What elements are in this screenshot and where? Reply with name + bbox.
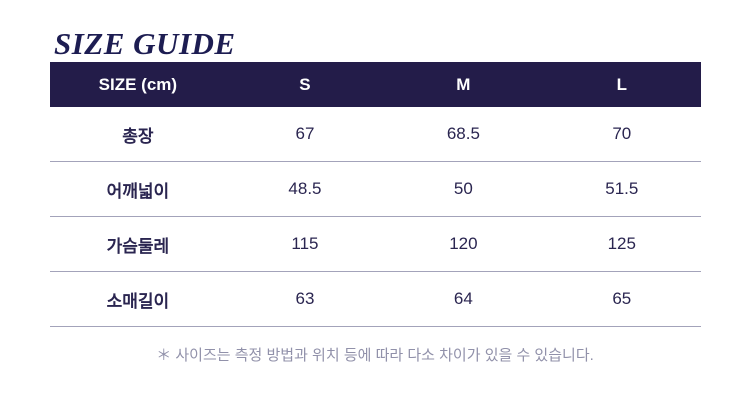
column-header-l: L [542, 62, 701, 107]
cell-value: 50 [384, 161, 543, 217]
cell-value: 120 [384, 216, 543, 272]
size-table-header-row: SIZE (cm) S M L [50, 62, 701, 107]
row-label-chest-circumference: 가슴둘레 [50, 216, 226, 272]
cell-value: 70 [542, 107, 701, 162]
cell-value: 64 [384, 271, 543, 327]
cell-value: 65 [542, 271, 701, 327]
cell-value: 125 [542, 216, 701, 272]
column-header-size-cm: SIZE (cm) [50, 62, 226, 107]
size-table: SIZE (cm) S M L 총장 67 68.5 70 어깨넓이 48.5 … [50, 62, 701, 327]
row-label-total-length: 총장 [50, 107, 226, 162]
row-label-shoulder-width: 어깨넓이 [50, 161, 226, 217]
cell-value: 67 [225, 107, 385, 162]
cell-value: 48.5 [225, 161, 385, 217]
page-title: SIZE GUIDE [54, 25, 236, 61]
cell-value: 51.5 [542, 161, 701, 217]
table-row: 어깨넓이 48.5 50 51.5 [50, 161, 701, 217]
cell-value: 68.5 [384, 107, 543, 162]
table-row: 소매길이 63 64 65 [50, 271, 701, 327]
table-row: 총장 67 68.5 70 [50, 107, 701, 162]
cell-value: 63 [225, 271, 385, 327]
row-label-sleeve-length: 소매길이 [50, 271, 226, 327]
column-header-m: M [384, 62, 543, 107]
cell-value: 115 [225, 216, 385, 272]
size-disclaimer-note: ＊ 사이즈는 측정 방법과 위치 등에 따라 다소 차이가 있을 수 있습니다. [156, 347, 594, 364]
table-row: 가슴둘레 115 120 125 [50, 216, 701, 272]
column-header-s: S [225, 62, 385, 107]
